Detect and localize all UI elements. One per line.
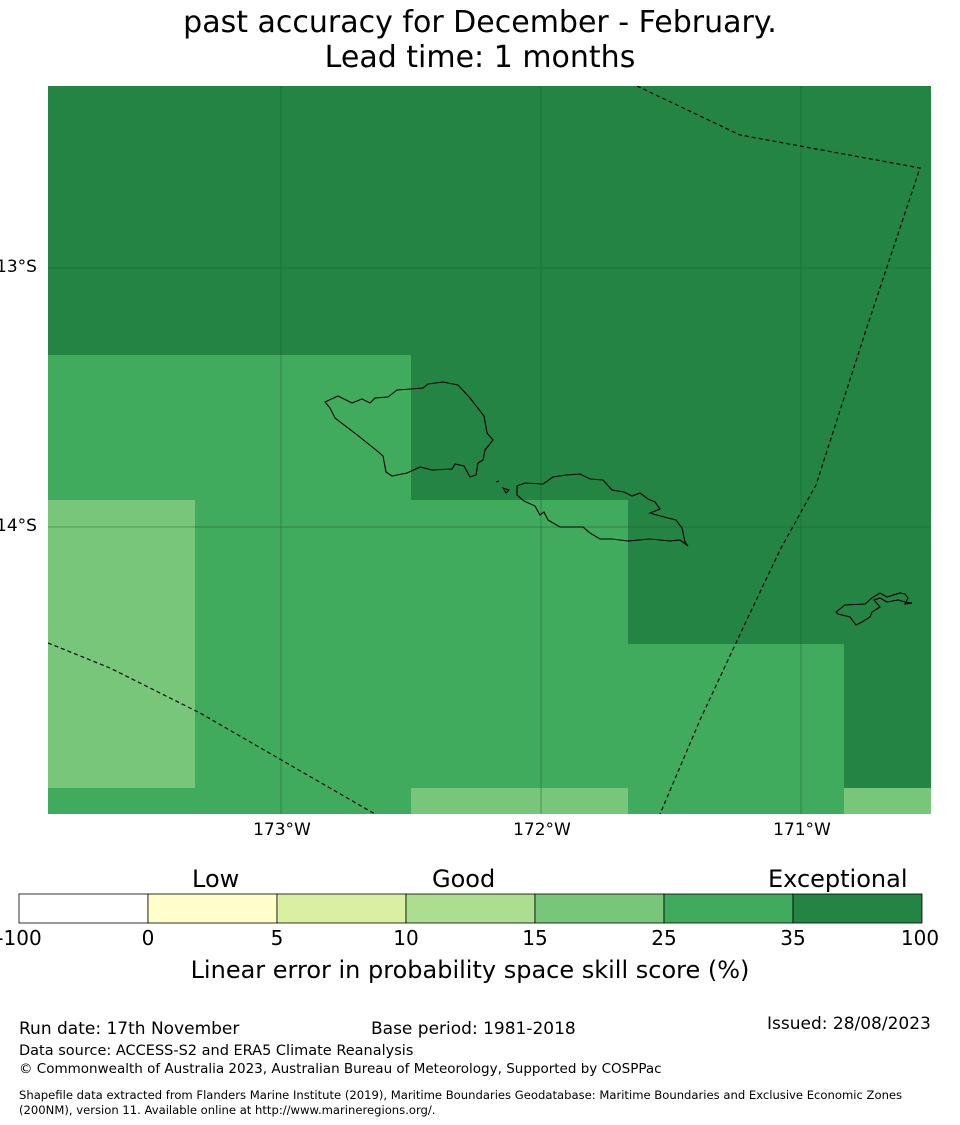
data-source: Data source: ACCESS-S2 and ERA5 Climate …: [19, 1043, 414, 1059]
colorbar-category-exceptional: Exceptional: [768, 865, 908, 893]
issued-date: Issued: 28/08/2023: [767, 1014, 931, 1034]
skill-map: [48, 86, 931, 814]
colorbar-category-good: Good: [432, 865, 496, 893]
run-date: Run date: 17th November: [19, 1019, 240, 1039]
colorbar-segment: [147, 893, 278, 924]
colorbar-tick: 10: [393, 926, 419, 950]
lon-label-172w: 172°W: [513, 820, 571, 840]
colorbar-tick: 100: [900, 926, 940, 950]
colorbar-tick: 15: [522, 926, 548, 950]
title-line-2: past accuracy for December - February.: [183, 5, 777, 40]
copyright: © Commonwealth of Australia 2023, Austra…: [19, 1061, 662, 1077]
title-line-3: Lead time: 1 months: [324, 40, 636, 75]
colorbar-segment: [792, 893, 923, 924]
colorbar-tick: 35: [780, 926, 806, 950]
colorbar-segment: [276, 893, 407, 924]
maritime-boundary: [48, 86, 921, 814]
gridlines: [48, 86, 931, 814]
map-cell-good: [628, 644, 844, 814]
colorbar-segment: [534, 893, 665, 924]
lat-label-13s: 13°S: [0, 257, 37, 277]
shapefile-credit-line-1: Shapefile data extracted from Flanders M…: [19, 1088, 903, 1102]
colorbar-segment: [663, 893, 794, 924]
colorbar-tick: -100: [0, 926, 42, 950]
colorbar-label: Linear error in probability space skill …: [190, 956, 750, 984]
colorbar-segment: [18, 893, 149, 924]
map-cell-light: [48, 500, 195, 788]
coastline-manono: [495, 480, 510, 494]
lon-label-173w: 173°W: [253, 820, 311, 840]
coastline-tutuila: [835, 592, 913, 626]
map-cell-good: [411, 500, 628, 814]
map-cell-light: [844, 788, 931, 814]
colorbar-tick: 5: [270, 926, 284, 950]
lon-label-171w: 171°W: [773, 820, 831, 840]
coastline-upolu: [516, 473, 689, 547]
base-period: Base period: 1981-2018: [371, 1019, 576, 1039]
colorbar: [18, 893, 923, 924]
colorbar-segment: [405, 893, 536, 924]
colorbar-tick: 0: [141, 926, 155, 950]
colorbar-category-low: Low: [192, 865, 240, 893]
coastline-savaii: [324, 381, 494, 478]
lat-label-14s: 14°S: [0, 516, 37, 536]
shapefile-credit-line-2: (200NM), version 11. Available online at…: [19, 1103, 436, 1117]
map-cell-light: [411, 788, 628, 814]
colorbar-tick: 25: [651, 926, 677, 950]
